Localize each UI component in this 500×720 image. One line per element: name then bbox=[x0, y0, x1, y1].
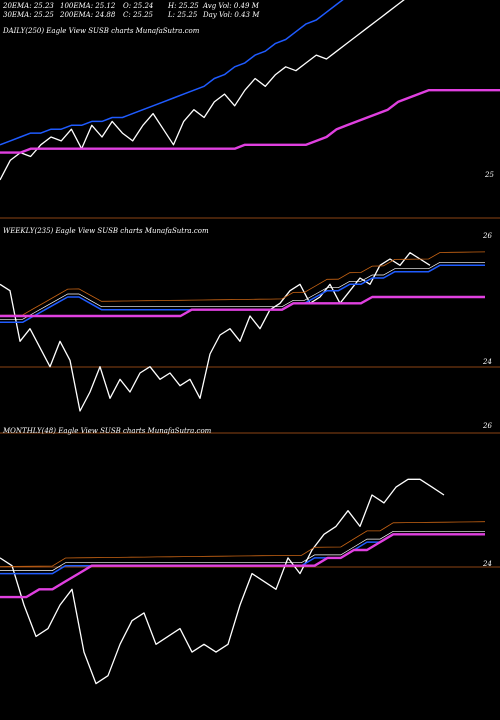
avg-vol-label: Avg Vol: 0.49 M bbox=[202, 2, 260, 10]
daily-title: DAILY(250) Eagle View SUSB charts Munafa… bbox=[2, 27, 200, 35]
ema-mid-line bbox=[0, 530, 485, 571]
monthly-panel: MONTHLY(48) Eagle View SUSB charts Munaf… bbox=[0, 422, 500, 685]
ema200-label: 200EMA: 24.88 bbox=[59, 11, 116, 19]
ema-mid-line bbox=[0, 261, 485, 320]
day-vol-label: Day Vol: 0.43 M bbox=[202, 11, 260, 19]
header: 20EMA: 25.23 100EMA: 25.12 O: 25.24 H: 2… bbox=[2, 2, 260, 19]
ema-long-line bbox=[0, 88, 500, 154]
ema20-label: 20EMA: 25.23 bbox=[2, 2, 54, 10]
price-line bbox=[0, 0, 405, 181]
price-line bbox=[0, 252, 431, 412]
weekly-panel: WEEKLY(235) Eagle View SUSB charts Munaf… bbox=[0, 227, 500, 434]
close-label: C: 25.25 bbox=[123, 11, 154, 19]
weekly-title: WEEKLY(235) Eagle View SUSB charts Munaf… bbox=[3, 227, 209, 235]
ema30-label: 30EMA: 25.25 bbox=[3, 11, 54, 19]
ema-long-line bbox=[0, 533, 485, 599]
weekly-tick-26: 26 bbox=[482, 232, 492, 240]
high-label: H: 25.25 bbox=[167, 2, 199, 10]
weekly-tick-24: 24 bbox=[482, 358, 492, 366]
ema100-label: 100EMA: 25.12 bbox=[60, 2, 116, 10]
monthly-tick-24: 24 bbox=[482, 560, 492, 568]
ema-long-line bbox=[0, 295, 485, 318]
open-label: O: 25.24 bbox=[123, 2, 153, 10]
ema-extra-line bbox=[0, 521, 486, 567]
monthly-tick-26: 26 bbox=[482, 422, 492, 430]
ema-extra-line bbox=[0, 251, 486, 316]
price-line bbox=[0, 478, 445, 685]
ema-short-line bbox=[0, 0, 344, 146]
low-label: L: 25.25 bbox=[167, 11, 198, 19]
daily-tick-25: 25 bbox=[484, 171, 494, 179]
daily-panel: DAILY(250) Eagle View SUSB charts Munafa… bbox=[0, 0, 500, 219]
monthly-title: MONTHLY(48) Eagle View SUSB charts Munaf… bbox=[2, 427, 212, 435]
